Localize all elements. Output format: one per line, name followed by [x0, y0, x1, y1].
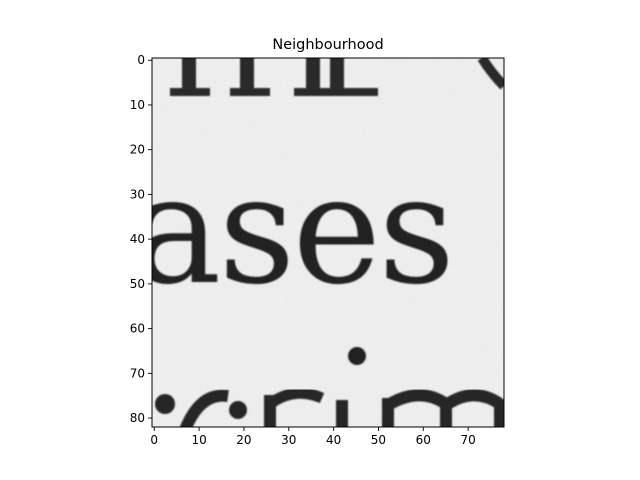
y-tick-label: 50	[130, 277, 145, 291]
axes-frame	[151, 57, 505, 428]
y-tick-label: 20	[130, 143, 145, 157]
x-tick-label: 20	[236, 433, 251, 447]
image-background	[152, 58, 504, 427]
y-tick-label: 60	[130, 322, 145, 336]
x-tick-label: 50	[371, 433, 386, 447]
x-tick-label: 70	[460, 433, 475, 447]
x-tick-label: 10	[191, 433, 206, 447]
x-tick-label: 0	[150, 433, 158, 447]
image-area: ases	[132, 58, 504, 427]
x-axis-ticks: 0 10 20 30 40 50 60 70	[150, 427, 476, 447]
y-tick-label: 10	[130, 98, 145, 112]
y-tick-label: 40	[130, 232, 145, 246]
x-tick-label: 60	[416, 433, 431, 447]
text-fragment-top	[170, 58, 504, 96]
x-tick-label: 30	[281, 433, 296, 447]
y-axis-ticks: 0 10 20 30 40 50 60 70 80	[130, 53, 152, 425]
text-fragment-ases: ases	[132, 144, 452, 318]
y-tick-label: 70	[130, 366, 145, 380]
y-tick-label: 30	[130, 187, 145, 201]
dot-mark	[348, 347, 366, 365]
plot-title: Neighbourhood	[272, 37, 383, 53]
y-tick-label: 0	[137, 53, 145, 67]
text-fragment-bottom	[155, 387, 504, 427]
y-tick-label: 80	[130, 411, 145, 425]
x-tick-label: 40	[326, 433, 341, 447]
